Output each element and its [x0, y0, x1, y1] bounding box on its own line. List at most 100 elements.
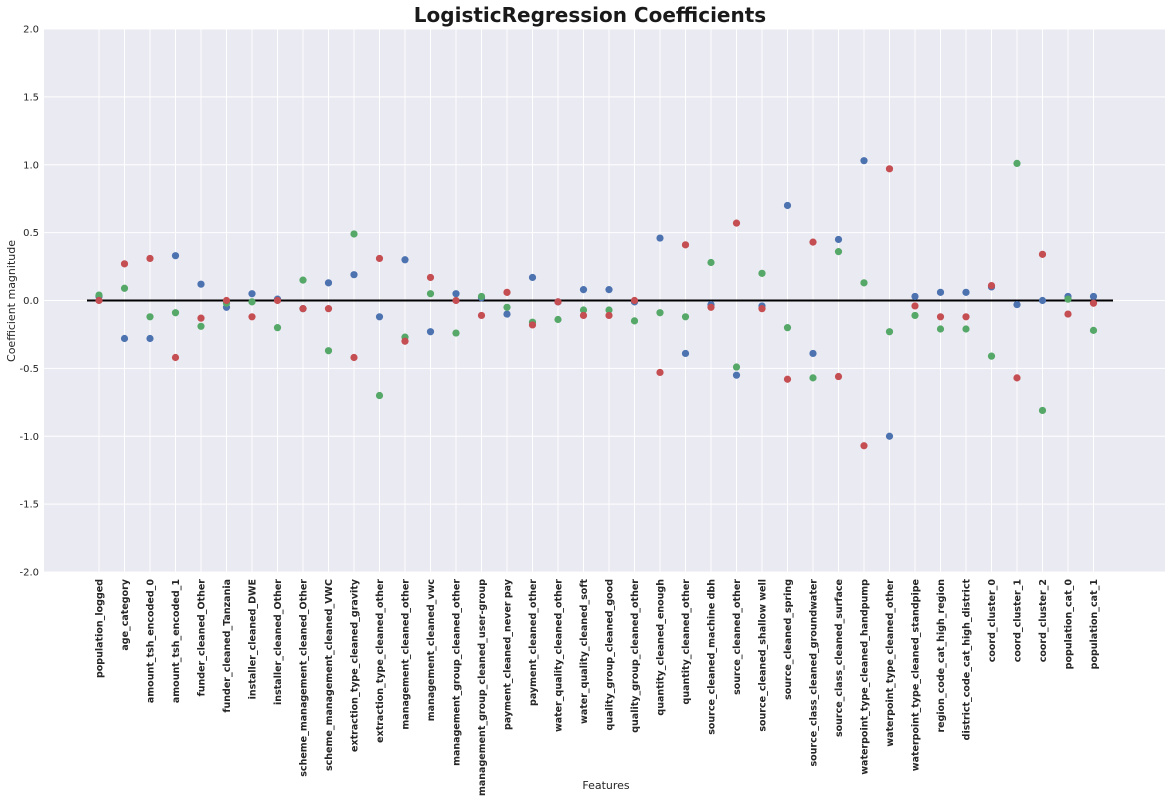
data-point-series-2 [681, 313, 690, 321]
data-point-series-3 [936, 313, 945, 321]
data-point-series-2 [732, 363, 741, 371]
data-point-series-1 [350, 271, 358, 279]
data-point-series-3 [324, 305, 333, 313]
data-point-series-2 [324, 347, 333, 355]
data-point-series-3 [171, 353, 180, 362]
x-tick-label: amount_tsh_encoded_0 [146, 579, 157, 704]
data-point-series-1 [860, 157, 868, 165]
data-point-series-3 [605, 311, 613, 320]
data-point-series-2 [630, 317, 639, 325]
data-point-series-2 [1038, 406, 1047, 415]
y-tick-label: 0.0 [23, 296, 39, 307]
data-point-series-1 [1013, 300, 1021, 309]
data-point-series-1 [324, 279, 333, 287]
x-tick-label: scheme_management_cleaned_VWC [324, 579, 335, 771]
data-point-series-3 [452, 296, 460, 305]
data-point-series-3 [681, 241, 690, 249]
data-point-series-2 [1064, 295, 1072, 303]
x-tick-label: management_cleaned_vwc [426, 579, 437, 721]
data-point-series-3 [503, 288, 511, 296]
x-tick-label: payment_cleaned_never pay [503, 578, 514, 730]
x-tick-label: source_cleaned_spring [783, 579, 794, 700]
x-tick-label: source_cleaned_other [732, 579, 743, 695]
data-point-series-2 [579, 306, 588, 314]
data-point-series-3 [732, 219, 741, 227]
data-point-series-3 [528, 321, 537, 329]
x-tick-label: coord_cluster_0 [987, 579, 998, 663]
x-tick-label: source_cleaned_shallow well [758, 579, 769, 732]
data-point-series-3 [375, 254, 384, 263]
data-point-series-1 [911, 292, 919, 301]
data-point-series-1 [120, 334, 129, 343]
data-point-series-2 [707, 258, 715, 267]
data-point-series-3 [885, 165, 894, 173]
data-point-series-1 [197, 280, 205, 288]
data-point-series-2 [299, 276, 307, 284]
data-point-series-3 [962, 313, 970, 321]
data-point-series-3 [834, 372, 843, 381]
data-point-series-3 [401, 337, 409, 345]
data-point-series-1 [452, 290, 460, 298]
data-point-series-3 [1038, 250, 1047, 258]
x-tick-label: waterpoint_type_cleaned_standpipe [911, 579, 922, 771]
data-point-series-1 [605, 286, 613, 294]
data-point-series-3 [146, 254, 154, 263]
data-point-series-2 [605, 306, 613, 314]
x-tick-label: coord_cluster_1 [1013, 579, 1024, 662]
x-tick-label: scheme_management_cleaned_Other [299, 579, 310, 777]
data-point-series-2 [375, 391, 384, 400]
data-point-series-3 [783, 375, 792, 383]
data-point-series-2 [146, 313, 154, 321]
data-point-series-2 [1013, 159, 1021, 167]
data-point-series-3 [987, 281, 996, 290]
data-point-series-2 [962, 325, 970, 333]
data-point-series-2 [426, 290, 435, 298]
data-point-series-3 [477, 311, 486, 320]
data-point-series-1 [962, 288, 970, 296]
x-tick-label: installer_cleaned_Other [273, 579, 284, 705]
data-point-series-3 [222, 296, 231, 305]
y-tick-label: 1.0 [23, 160, 39, 171]
x-tick-label: source_class_cleaned_surface [834, 579, 845, 737]
data-point-series-1 [681, 349, 690, 358]
x-tick-label: funder_cleaned_Tanzania [222, 579, 233, 713]
data-point-series-3 [1013, 374, 1021, 382]
data-point-series-2 [197, 322, 205, 330]
data-point-series-2 [452, 329, 460, 337]
data-point-series-3 [758, 305, 766, 313]
data-point-series-3 [350, 353, 358, 362]
data-point-series-2 [860, 279, 868, 287]
data-point-series-1 [936, 288, 945, 296]
data-point-series-3 [554, 298, 562, 306]
data-point-series-2 [987, 352, 996, 360]
x-tick-label: amount_tsh_encoded_1 [171, 579, 182, 703]
data-point-series-1 [732, 371, 741, 379]
data-point-series-2 [809, 374, 817, 382]
data-point-series-3 [656, 368, 664, 377]
y-tick-label: 1.5 [23, 92, 39, 103]
data-point-series-1 [809, 349, 817, 358]
x-tick-label: region_code_cat_high_region [936, 579, 947, 733]
chart-title: LogisticRegression Coefficients [414, 3, 766, 27]
data-point-series-1 [375, 313, 384, 321]
x-tick-label: quality_group_cleaned_other [630, 579, 641, 733]
data-point-series-2 [936, 325, 945, 333]
x-tick-label: funder_cleaned_Other [197, 579, 208, 697]
data-point-series-3 [707, 303, 715, 311]
data-point-series-3 [630, 296, 639, 305]
x-tick-label: payment_cleaned_other [528, 579, 539, 706]
data-point-series-3 [197, 314, 205, 322]
y-tick-label: 0.5 [23, 228, 39, 239]
data-points [95, 157, 1098, 450]
data-point-series-3 [426, 273, 435, 282]
data-point-series-2 [885, 328, 894, 336]
data-point-series-1 [503, 310, 511, 318]
x-tick-label: extraction_type_cleaned_other [375, 579, 386, 743]
data-point-series-3 [299, 305, 307, 313]
data-point-series-1 [146, 334, 154, 343]
x-tick-label: quantity_cleaned_other [681, 579, 692, 705]
y-tick-label: -2.0 [19, 568, 39, 579]
data-point-series-1 [171, 252, 180, 260]
data-point-series-3 [860, 442, 868, 450]
x-tick-label: coord_cluster_2 [1038, 579, 1049, 662]
